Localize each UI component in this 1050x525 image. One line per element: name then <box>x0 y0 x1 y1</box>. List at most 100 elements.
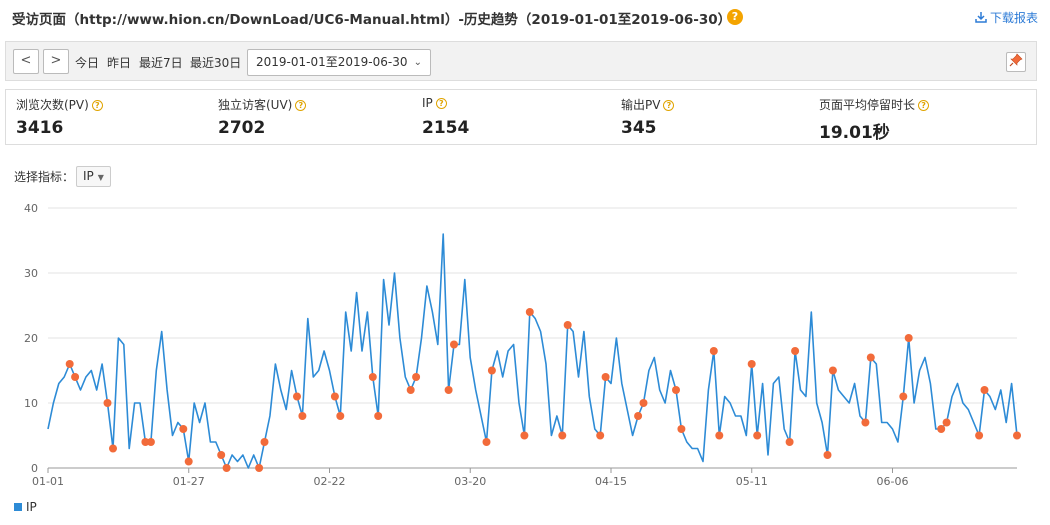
stat-value: 19.01秒 <box>819 123 890 143</box>
summary-stats: 浏览次数(PV)? 3416 独立访客(UV)? 2702 IP? 2154 输… <box>5 89 1037 145</box>
x-tick-label: 02-22 <box>314 475 346 488</box>
pin-button[interactable] <box>1006 52 1026 72</box>
x-tick-label: 06-06 <box>877 475 909 488</box>
data-point <box>823 451 832 459</box>
legend-label: IP <box>26 500 37 514</box>
download-report-link[interactable]: 下载报表 <box>975 9 1038 26</box>
data-point <box>709 347 718 355</box>
stat-avg-duration: 页面平均停留时长? 19.01秒 <box>809 90 1034 144</box>
stat-label: 页面平均停留时长 <box>819 98 916 112</box>
chart-legend[interactable]: IP <box>14 500 37 514</box>
help-icon[interactable]: ? <box>727 9 743 25</box>
data-point <box>330 392 339 401</box>
data-point <box>563 321 572 329</box>
help-icon[interactable]: ? <box>918 100 930 111</box>
data-point <box>1013 431 1021 440</box>
series-line-ip <box>47 233 1018 469</box>
data-point <box>412 373 421 381</box>
help-icon[interactable]: ? <box>295 100 307 111</box>
data-point <box>975 431 984 440</box>
stat-label: 独立访客(UV) <box>218 98 293 112</box>
data-point <box>980 386 989 394</box>
stat-pv: 浏览次数(PV)? 3416 <box>6 90 209 144</box>
data-point <box>672 386 680 394</box>
data-point <box>103 399 112 407</box>
data-point <box>336 412 345 420</box>
metric-dropdown-value: IP <box>83 169 94 183</box>
range-last-7-days[interactable]: 最近7日 <box>139 56 183 70</box>
data-point <box>899 392 908 401</box>
data-point <box>222 464 231 472</box>
data-point <box>255 464 264 472</box>
metric-dropdown[interactable]: IP ▼ <box>76 166 111 187</box>
x-tick-label: 04-15 <box>595 475 627 488</box>
x-tick-label: 01-27 <box>173 475 205 488</box>
x-tick-label: 01-01 <box>32 475 64 488</box>
data-point <box>482 438 491 446</box>
date-toolbar: < > 今日 昨日 最近7日 最近30日 2019-01-01至2019-06-… <box>5 41 1037 81</box>
stat-label: 浏览次数(PV) <box>16 98 89 112</box>
x-tick-label: 03-20 <box>454 475 486 488</box>
data-point <box>942 418 951 427</box>
data-point <box>520 431 529 440</box>
stat-ip: IP? 2154 <box>412 90 615 144</box>
range-last-30-days[interactable]: 最近30日 <box>190 56 242 70</box>
y-tick-label: 0 <box>31 462 38 475</box>
stat-value: 2702 <box>218 118 266 138</box>
data-point <box>791 347 800 355</box>
data-point <box>179 425 188 433</box>
data-point <box>141 438 150 446</box>
caret-down-icon: ▼ <box>97 173 104 182</box>
help-icon[interactable]: ? <box>91 100 103 111</box>
y-tick-label: 40 <box>24 202 38 215</box>
data-point <box>753 431 762 440</box>
date-range-select[interactable]: 2019-01-01至2019-06-30 ⌄ <box>247 49 431 76</box>
data-point <box>861 418 870 427</box>
data-point <box>904 334 913 342</box>
data-point <box>639 399 648 407</box>
data-point <box>184 457 193 466</box>
date-range-value: 2019-01-01至2019-06-30 <box>256 55 408 69</box>
data-point <box>715 431 724 440</box>
stat-output-pv: 输出PV? 345 <box>611 90 814 144</box>
data-point <box>217 451 226 459</box>
pin-icon <box>1009 53 1023 67</box>
next-period-button[interactable]: > <box>43 49 69 74</box>
range-today[interactable]: 今日 <box>75 56 100 70</box>
data-point <box>374 412 383 420</box>
data-point <box>146 438 155 446</box>
stat-value: 3416 <box>16 118 64 138</box>
data-point <box>525 308 534 316</box>
data-point <box>937 425 946 433</box>
y-tick-label: 10 <box>24 397 38 410</box>
stat-uv: 独立访客(UV)? 2702 <box>208 90 411 144</box>
data-point <box>677 425 686 433</box>
data-point <box>298 412 307 420</box>
data-point <box>596 431 605 440</box>
data-point <box>65 360 74 368</box>
data-point <box>450 340 458 349</box>
data-point <box>634 412 643 420</box>
range-yesterday[interactable]: 昨日 <box>107 56 132 70</box>
data-point <box>487 366 496 375</box>
data-point <box>406 386 415 394</box>
help-icon[interactable]: ? <box>435 98 447 109</box>
ip-trend-chart: 0 10 20 30 40 01-01 01-27 02-22 03-20 04-15 05-11 0… <box>24 202 1021 488</box>
data-point <box>260 438 269 446</box>
chevron-down-icon: ⌄ <box>413 57 422 68</box>
stat-value: 345 <box>621 118 657 138</box>
title-bar: 受访页面（http://www.hion.cn/DownLoad/UC6-Man… <box>12 6 1040 30</box>
data-point <box>601 373 610 381</box>
prev-period-button[interactable]: < <box>13 49 39 74</box>
download-label: 下载报表 <box>989 11 1038 25</box>
data-point <box>866 353 875 362</box>
data-point <box>293 392 301 401</box>
data-point <box>558 431 567 440</box>
stat-value: 2154 <box>422 118 470 138</box>
y-tick-label: 30 <box>24 267 38 280</box>
help-icon[interactable]: ? <box>663 100 675 111</box>
data-point <box>828 366 837 375</box>
stat-label: IP <box>422 96 433 110</box>
page-title: 受访页面（http://www.hion.cn/DownLoad/UC6-Man… <box>12 12 732 28</box>
data-point <box>71 373 80 381</box>
